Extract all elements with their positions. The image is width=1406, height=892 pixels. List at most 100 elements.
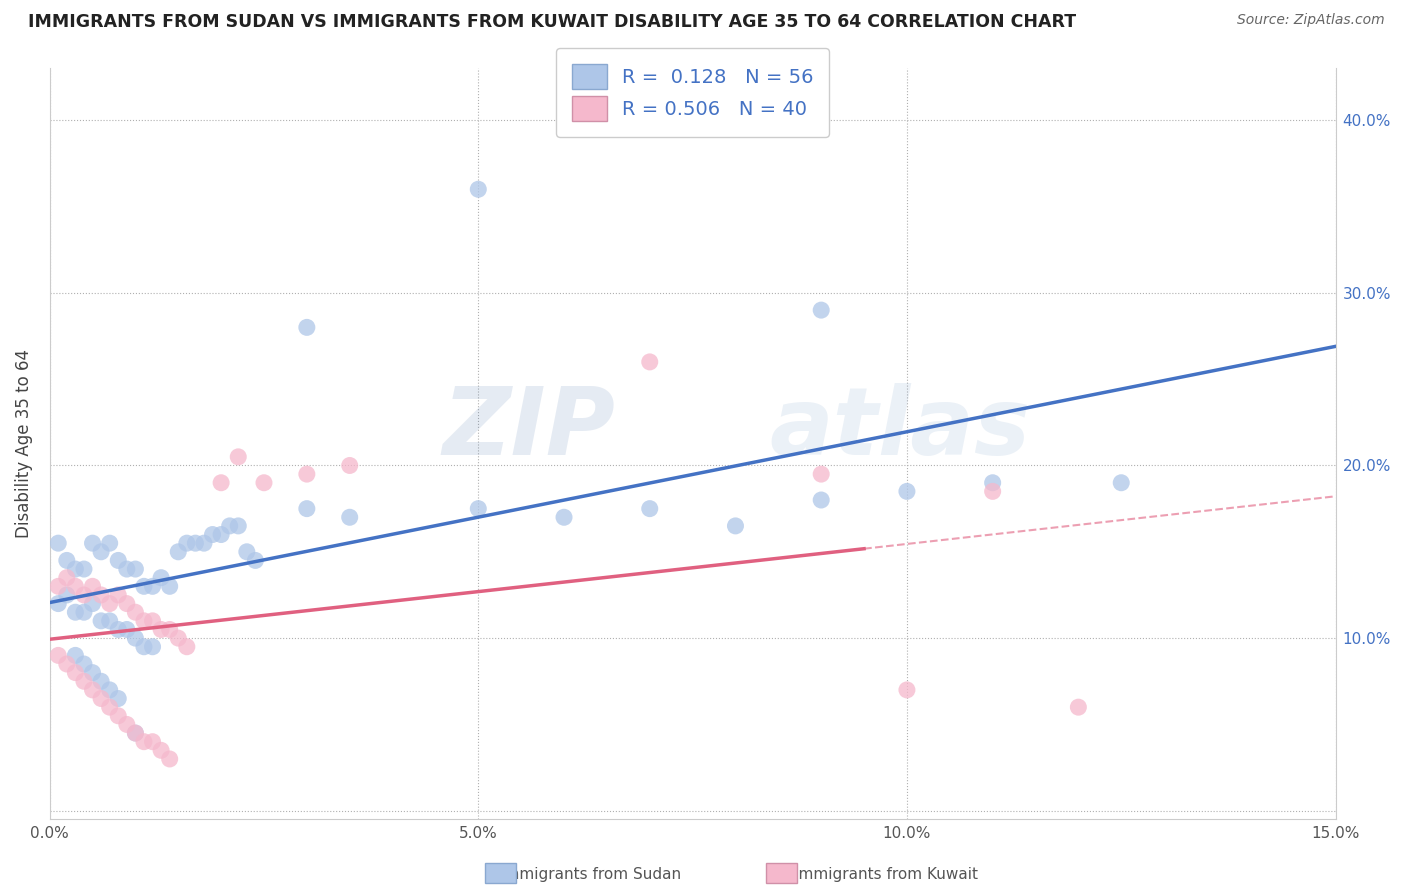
- Point: [73, 562, 96, 576]
- Point: [124, 562, 146, 576]
- Point: [810, 493, 832, 508]
- Point: [124, 726, 146, 740]
- Point: [176, 536, 198, 550]
- Point: [176, 640, 198, 654]
- Point: [82, 682, 104, 697]
- Point: [124, 605, 146, 619]
- Point: [295, 320, 318, 334]
- Point: [98, 700, 121, 714]
- Point: [339, 510, 361, 524]
- Point: [810, 303, 832, 318]
- Point: [159, 752, 181, 766]
- Point: [124, 631, 146, 645]
- Point: [132, 734, 155, 748]
- Point: [638, 501, 661, 516]
- Point: [132, 579, 155, 593]
- Point: [184, 536, 207, 550]
- Point: [115, 623, 138, 637]
- Text: atlas: atlas: [769, 383, 1031, 475]
- Text: Source: ZipAtlas.com: Source: ZipAtlas.com: [1237, 13, 1385, 28]
- Point: [141, 614, 163, 628]
- Point: [46, 648, 69, 663]
- Point: [46, 579, 69, 593]
- Point: [82, 579, 104, 593]
- Point: [115, 562, 138, 576]
- Point: [73, 657, 96, 671]
- Point: [218, 519, 240, 533]
- Point: [107, 691, 129, 706]
- Point: [98, 597, 121, 611]
- Point: [810, 467, 832, 482]
- Point: [82, 665, 104, 680]
- Point: [46, 536, 69, 550]
- Point: [150, 623, 173, 637]
- Point: [90, 691, 112, 706]
- Point: [467, 182, 489, 196]
- Point: [981, 484, 1004, 499]
- Point: [159, 623, 181, 637]
- Point: [124, 726, 146, 740]
- Text: Immigrants from Kuwait: Immigrants from Kuwait: [794, 867, 977, 881]
- Point: [98, 614, 121, 628]
- Point: [98, 682, 121, 697]
- Point: [90, 674, 112, 689]
- Text: Immigrants from Sudan: Immigrants from Sudan: [501, 867, 681, 881]
- Point: [150, 571, 173, 585]
- Point: [65, 579, 87, 593]
- Point: [90, 614, 112, 628]
- Point: [73, 605, 96, 619]
- Point: [65, 605, 87, 619]
- Point: [132, 614, 155, 628]
- Point: [141, 734, 163, 748]
- Point: [226, 519, 249, 533]
- Point: [295, 501, 318, 516]
- Point: [201, 527, 224, 541]
- Point: [90, 588, 112, 602]
- Point: [56, 553, 79, 567]
- Point: [107, 708, 129, 723]
- Point: [115, 597, 138, 611]
- Point: [167, 545, 190, 559]
- Point: [167, 631, 190, 645]
- Point: [46, 597, 69, 611]
- Point: [98, 536, 121, 550]
- Point: [193, 536, 215, 550]
- Point: [73, 588, 96, 602]
- Point: [339, 458, 361, 473]
- Point: [56, 588, 79, 602]
- Point: [141, 640, 163, 654]
- Point: [65, 648, 87, 663]
- Point: [209, 475, 232, 490]
- Point: [245, 553, 267, 567]
- Point: [65, 665, 87, 680]
- Point: [226, 450, 249, 464]
- Point: [82, 597, 104, 611]
- Point: [1067, 700, 1090, 714]
- Point: [73, 674, 96, 689]
- Point: [107, 623, 129, 637]
- Point: [141, 579, 163, 593]
- Point: [56, 657, 79, 671]
- Y-axis label: Disability Age 35 to 64: Disability Age 35 to 64: [15, 350, 32, 539]
- Point: [638, 355, 661, 369]
- Point: [90, 545, 112, 559]
- Point: [150, 743, 173, 757]
- Point: [1109, 475, 1132, 490]
- Point: [236, 545, 259, 559]
- Point: [253, 475, 276, 490]
- Point: [132, 640, 155, 654]
- Point: [724, 519, 747, 533]
- Point: [82, 536, 104, 550]
- Point: [209, 527, 232, 541]
- Point: [896, 484, 918, 499]
- Text: IMMIGRANTS FROM SUDAN VS IMMIGRANTS FROM KUWAIT DISABILITY AGE 35 TO 64 CORRELAT: IMMIGRANTS FROM SUDAN VS IMMIGRANTS FROM…: [28, 13, 1076, 31]
- Text: ZIP: ZIP: [443, 383, 616, 475]
- Point: [115, 717, 138, 731]
- Point: [467, 501, 489, 516]
- Point: [896, 682, 918, 697]
- Point: [553, 510, 575, 524]
- Point: [295, 467, 318, 482]
- Point: [65, 562, 87, 576]
- Point: [981, 475, 1004, 490]
- Legend: R =  0.128   N = 56, R = 0.506   N = 40: R = 0.128 N = 56, R = 0.506 N = 40: [555, 48, 830, 137]
